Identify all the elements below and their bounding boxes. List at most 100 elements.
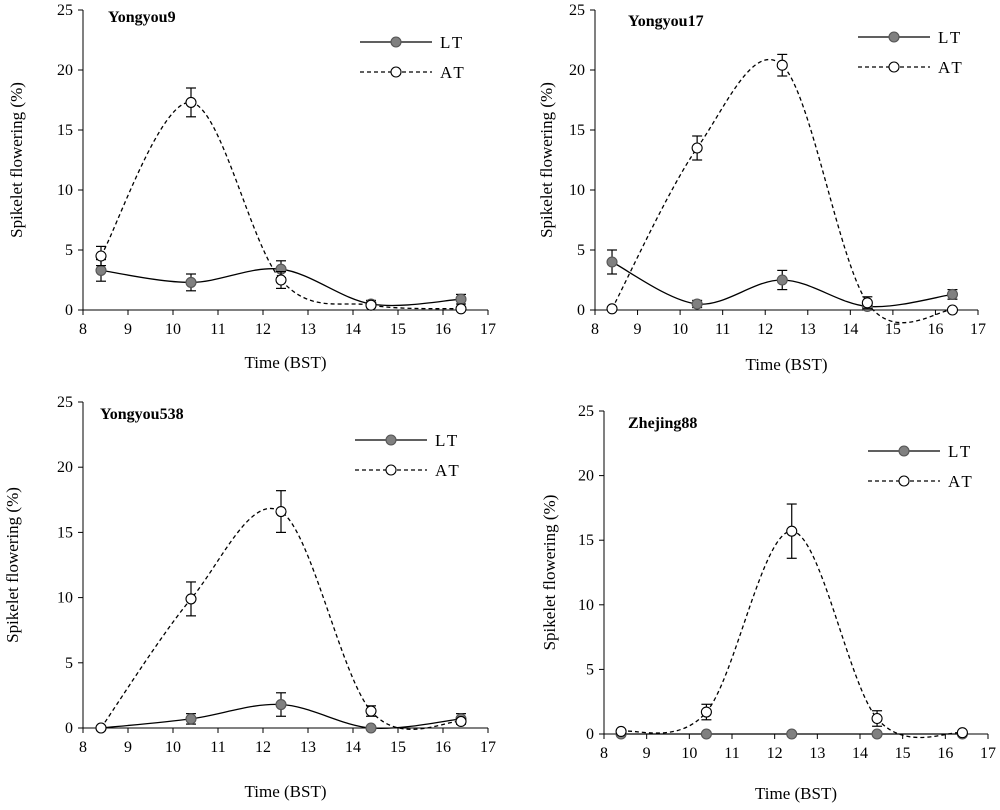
y-axis-title: Spikelet flowering (%) — [540, 495, 559, 651]
x-tick-label: 9 — [643, 745, 651, 762]
data-point-AT — [606, 303, 618, 315]
x-tick-label: 16 — [435, 321, 451, 338]
series-LT: LT — [615, 442, 973, 740]
data-point-LT — [185, 276, 197, 288]
series-line-AT — [100, 508, 462, 730]
legend-label-LT: LT — [948, 442, 973, 461]
x-tick-label: 9 — [124, 739, 132, 756]
data-point-AT — [455, 303, 467, 315]
y-tick-label: 10 — [578, 597, 594, 614]
legend-label-LT: LT — [435, 431, 460, 450]
y-tick-label: 0 — [65, 720, 73, 737]
x-tick-label: 13 — [809, 745, 825, 762]
data-point-LT — [275, 698, 287, 711]
x-tick-label: 8 — [591, 321, 599, 338]
legend-marker-LT — [390, 36, 402, 48]
data-point-LT — [606, 256, 618, 268]
data-point-LT — [776, 274, 788, 286]
legend-marker-LT — [888, 31, 900, 43]
data-point-AT — [691, 142, 703, 154]
x-tick-label: 14 — [345, 321, 361, 338]
series-AT: AT — [606, 53, 965, 324]
chart-panel-2: 0 5 10 15 20 25 8 9 10 11 12 13 14 15 16 17 Time (BST) Sp… — [537, 2, 986, 374]
data-point-AT — [871, 712, 883, 725]
x-tick-label: 17 — [980, 745, 996, 762]
legend-marker-AT — [385, 464, 397, 476]
x-axis-title: Time (BST) — [244, 782, 326, 801]
x-tick-label: 16 — [435, 739, 451, 756]
legend-marker-LT — [385, 434, 397, 446]
x-tick-label: 14 — [345, 739, 361, 756]
legend-label-LT: LT — [938, 28, 963, 47]
y-tick-label: 25 — [57, 2, 73, 19]
chart-panel-3: 0 5 10 15 20 25 8 9 10 11 12 13 14 15 16 17 Time (BST) Sp… — [3, 394, 496, 801]
data-point-AT — [786, 525, 798, 537]
chart-panel-4: 0 5 10 15 20 25 8 9 10 11 12 13 14 15 16 17 Time (BST) Sp… — [540, 403, 996, 803]
x-tick-label: 17 — [970, 321, 986, 338]
data-point-AT — [956, 727, 968, 739]
y-tick-label: 10 — [57, 182, 73, 199]
panel-title: Yongyou17 — [628, 13, 704, 30]
data-point-LT — [185, 713, 197, 725]
data-point-LT — [871, 728, 883, 740]
y-tick-label: 20 — [57, 459, 73, 476]
y-axis-title: Spikelet flowering (%) — [7, 82, 26, 238]
y-axis-title: Spikelet flowering (%) — [3, 487, 22, 643]
y-tick-label: 10 — [569, 182, 585, 199]
x-tick-label: 15 — [885, 321, 901, 338]
data-point-AT — [95, 722, 107, 734]
x-tick-label: 14 — [852, 745, 868, 762]
y-tick-label: 0 — [577, 302, 585, 319]
legend-marker-AT — [888, 61, 900, 73]
data-point-AT — [946, 304, 959, 316]
y-tick-label: 5 — [577, 242, 585, 259]
series-line-AT — [100, 101, 462, 310]
data-point-AT — [185, 96, 197, 108]
y-tick-label: 20 — [578, 468, 594, 485]
y-tick-label: 25 — [578, 403, 594, 420]
data-point-AT — [275, 274, 287, 286]
x-tick-label: 10 — [681, 745, 697, 762]
series-LT: LT — [95, 33, 467, 310]
y-tick-label: 25 — [569, 2, 585, 19]
data-point-AT — [185, 593, 197, 605]
x-tick-label: 10 — [672, 321, 688, 338]
x-axis-title: Time (BST) — [745, 355, 827, 374]
data-point-LT — [691, 298, 703, 310]
legend-label-AT: AT — [938, 58, 965, 77]
x-axis-title: Time (BST) — [244, 353, 326, 372]
x-tick-label: 12 — [767, 745, 783, 762]
x-tick-label: 13 — [300, 321, 316, 338]
y-tick-label: 15 — [57, 122, 73, 139]
y-tick-label: 25 — [57, 394, 73, 411]
y-tick-label: 5 — [586, 661, 594, 678]
x-tick-label: 10 — [165, 321, 181, 338]
x-tick-label: 11 — [210, 739, 225, 756]
y-axis-title: Spikelet flowering (%) — [537, 82, 556, 238]
data-point-LT — [95, 264, 107, 276]
x-tick-label: 8 — [79, 321, 87, 338]
data-point-AT — [455, 715, 467, 728]
series-AT: AT — [615, 472, 972, 739]
series-LT: LT — [95, 431, 467, 734]
panel-title: Yongyou9 — [108, 9, 176, 26]
data-point-LT — [786, 728, 798, 740]
x-tick-label: 16 — [937, 745, 953, 762]
x-tick-label: 10 — [165, 739, 181, 756]
legend-marker-LT — [898, 445, 910, 457]
x-tick-label: 8 — [79, 739, 87, 756]
panel-title: Yongyou538 — [100, 406, 184, 423]
x-tick-label: 14 — [842, 321, 858, 338]
y-tick-label: 0 — [65, 302, 73, 319]
x-tick-label: 9 — [124, 321, 132, 338]
legend-marker-AT — [390, 66, 402, 78]
data-point-AT — [700, 706, 712, 718]
data-point-AT — [615, 725, 627, 737]
x-tick-label: 16 — [927, 321, 943, 338]
chart-panel-1: 0 5 10 15 20 25 8 9 10 11 12 13 14 15 16 17 Time (BST) Sp… — [7, 2, 496, 372]
legend-label-LT: LT — [440, 33, 465, 52]
series-LT: LT — [606, 28, 963, 312]
x-tick-label: 9 — [634, 321, 642, 338]
data-point-AT — [776, 59, 788, 71]
